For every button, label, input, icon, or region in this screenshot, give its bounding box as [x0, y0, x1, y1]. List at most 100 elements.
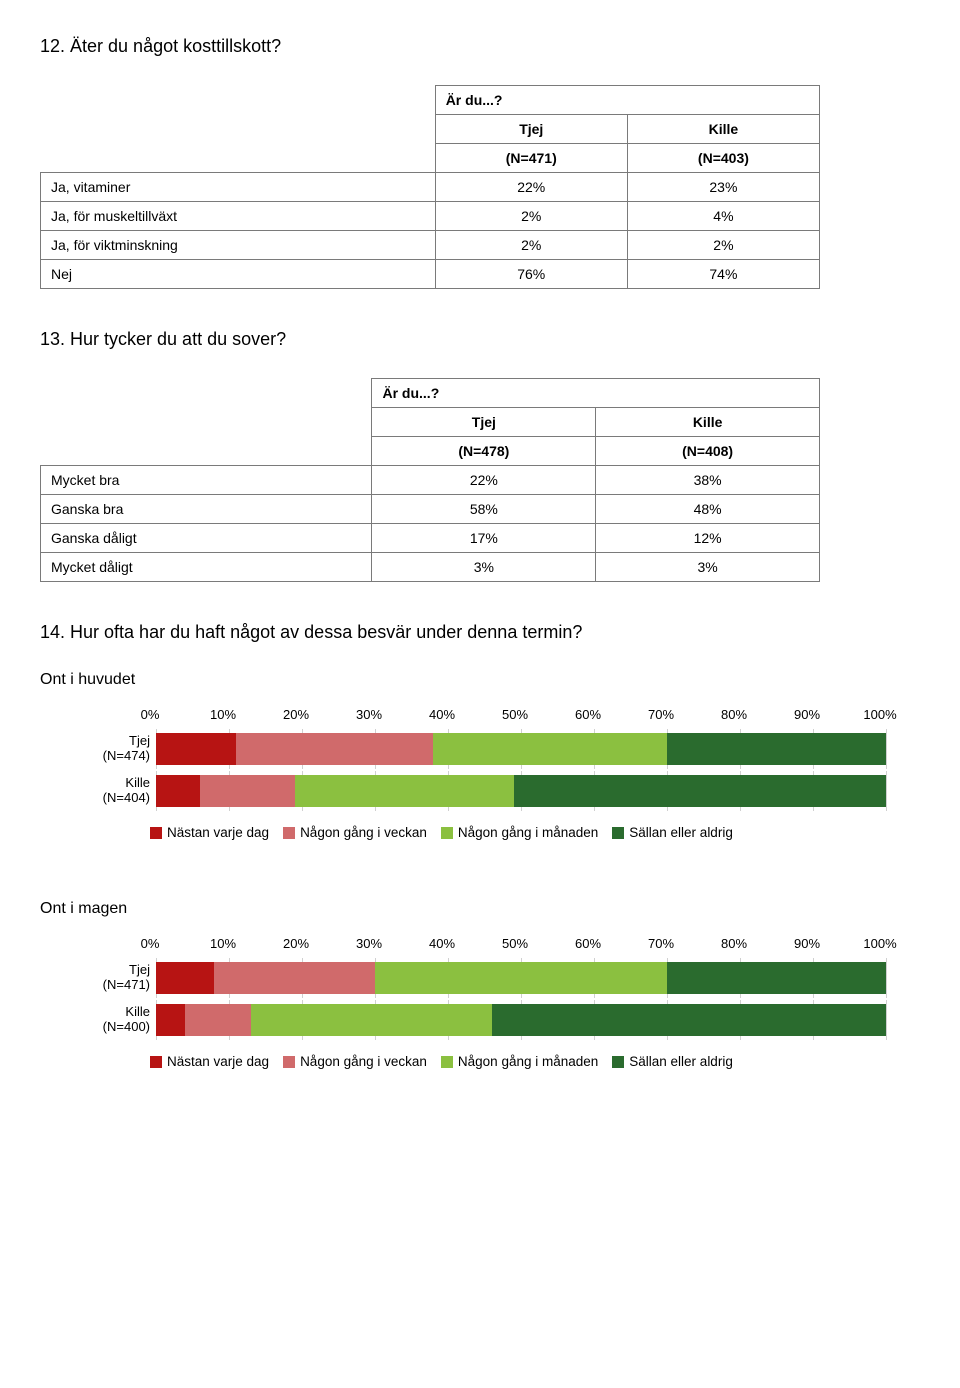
legend-label: Nästan varje dag — [167, 825, 269, 840]
row-value: 76% — [435, 260, 627, 289]
row-value: 22% — [435, 173, 627, 202]
q13-col-kille: Kille — [596, 408, 820, 437]
legend-item: Sällan eller aldrig — [612, 825, 733, 840]
bar-segment — [214, 962, 375, 994]
axis-tick: 100% — [863, 707, 896, 722]
q13-table: Är du...? Tjej Kille (N=478) (N=408) Myc… — [40, 378, 820, 582]
q12-table: Är du...? Tjej Kille (N=471) (N=403) Ja,… — [40, 85, 820, 289]
row-value: 17% — [372, 524, 596, 553]
q12-n-kille: (N=403) — [627, 144, 819, 173]
table-row: Ja, för muskeltillväxt2%4% — [41, 202, 820, 231]
stacked-bar-chart: 0%10%20%30%40%50%60%70%80%90%100%Tjej(N=… — [80, 936, 920, 1069]
bar-segment — [156, 962, 214, 994]
chart-subtitle: Ont i huvudet — [40, 671, 920, 689]
q12-group-header: Är du...? — [435, 86, 819, 115]
legend-item: Någon gång i månaden — [441, 825, 598, 840]
axis-tick: 50% — [502, 707, 528, 722]
legend-label: Någon gång i månaden — [458, 825, 598, 840]
legend-swatch — [283, 827, 295, 839]
axis-tick: 40% — [429, 707, 455, 722]
chart-axis: 0%10%20%30%40%50%60%70%80%90%100% — [150, 707, 880, 727]
q12-col-kille: Kille — [627, 115, 819, 144]
bar-segment — [156, 733, 236, 765]
stacked-bar-chart: 0%10%20%30%40%50%60%70%80%90%100%Tjej(N=… — [80, 707, 920, 840]
legend-swatch — [150, 1056, 162, 1068]
table-row: Ja, för viktminskning2%2% — [41, 231, 820, 260]
row-label: Nej — [41, 260, 436, 289]
row-value: 22% — [372, 466, 596, 495]
row-value: 2% — [435, 202, 627, 231]
axis-tick: 10% — [210, 936, 236, 951]
q14-title: 14. Hur ofta har du haft något av dessa … — [40, 622, 920, 643]
q13-n-kille: (N=408) — [596, 437, 820, 466]
legend-item: Någon gång i veckan — [283, 1054, 427, 1069]
axis-tick: 20% — [283, 936, 309, 951]
bar-row: Tjej(N=474) — [80, 729, 900, 769]
axis-tick: 70% — [648, 936, 674, 951]
bar-row: Kille(N=400) — [80, 1000, 900, 1040]
bar-segment — [251, 1004, 492, 1036]
bar-segment — [514, 775, 886, 807]
row-value: 4% — [627, 202, 819, 231]
row-value: 38% — [596, 466, 820, 495]
chart-axis: 0%10%20%30%40%50%60%70%80%90%100% — [150, 936, 880, 956]
table-row: Nej76%74% — [41, 260, 820, 289]
row-value: 58% — [372, 495, 596, 524]
chart-subtitle: Ont i magen — [40, 900, 920, 918]
row-value: 12% — [596, 524, 820, 553]
row-value: 2% — [627, 231, 819, 260]
axis-tick: 60% — [575, 936, 601, 951]
legend-swatch — [441, 1056, 453, 1068]
axis-tick: 80% — [721, 936, 747, 951]
row-value: 48% — [596, 495, 820, 524]
axis-tick: 50% — [502, 936, 528, 951]
bar-segment — [156, 775, 200, 807]
legend-swatch — [612, 1056, 624, 1068]
bar-segment — [667, 962, 886, 994]
row-value: 3% — [596, 553, 820, 582]
axis-tick: 0% — [141, 707, 160, 722]
q13-n-tjej: (N=478) — [372, 437, 596, 466]
axis-tick: 10% — [210, 707, 236, 722]
axis-tick: 100% — [863, 936, 896, 951]
legend-item: Nästan varje dag — [150, 825, 269, 840]
axis-tick: 80% — [721, 707, 747, 722]
q12-col-tjej: Tjej — [435, 115, 627, 144]
q13-col-tjej: Tjej — [372, 408, 596, 437]
legend-label: Sällan eller aldrig — [629, 1054, 733, 1069]
row-label: Ganska dåligt — [41, 524, 372, 553]
legend-item: Någon gång i veckan — [283, 825, 427, 840]
bar-segment — [236, 733, 433, 765]
row-label: Ja, för muskeltillväxt — [41, 202, 436, 231]
axis-tick: 30% — [356, 936, 382, 951]
legend-label: Nästan varje dag — [167, 1054, 269, 1069]
legend-swatch — [283, 1056, 295, 1068]
legend-item: Nästan varje dag — [150, 1054, 269, 1069]
bar-segment — [433, 733, 667, 765]
bar-segment — [667, 733, 886, 765]
bar-segment — [185, 1004, 251, 1036]
bar-label: Kille(N=400) — [80, 1005, 156, 1035]
bar-label: Tjej(N=474) — [80, 734, 156, 764]
bar-label: Kille(N=404) — [80, 776, 156, 806]
axis-tick: 70% — [648, 707, 674, 722]
bar-segment — [375, 962, 667, 994]
table-row: Ganska dåligt17%12% — [41, 524, 820, 553]
q13-title: 13. Hur tycker du att du sover? — [40, 329, 920, 350]
axis-tick: 90% — [794, 936, 820, 951]
legend-label: Någon gång i veckan — [300, 1054, 427, 1069]
legend-swatch — [150, 827, 162, 839]
axis-tick: 0% — [141, 936, 160, 951]
bar-label: Tjej(N=471) — [80, 963, 156, 993]
row-label: Ja, för viktminskning — [41, 231, 436, 260]
table-row: Ganska bra58%48% — [41, 495, 820, 524]
q12-n-tjej: (N=471) — [435, 144, 627, 173]
legend-item: Någon gång i månaden — [441, 1054, 598, 1069]
row-label: Mycket bra — [41, 466, 372, 495]
q12-title: 12. Äter du något kosttillskott? — [40, 36, 920, 57]
axis-tick: 90% — [794, 707, 820, 722]
bar-segment — [295, 775, 514, 807]
row-value: 2% — [435, 231, 627, 260]
legend-swatch — [441, 827, 453, 839]
chart-legend: Nästan varje dag Någon gång i veckan Någon… — [150, 1054, 920, 1069]
